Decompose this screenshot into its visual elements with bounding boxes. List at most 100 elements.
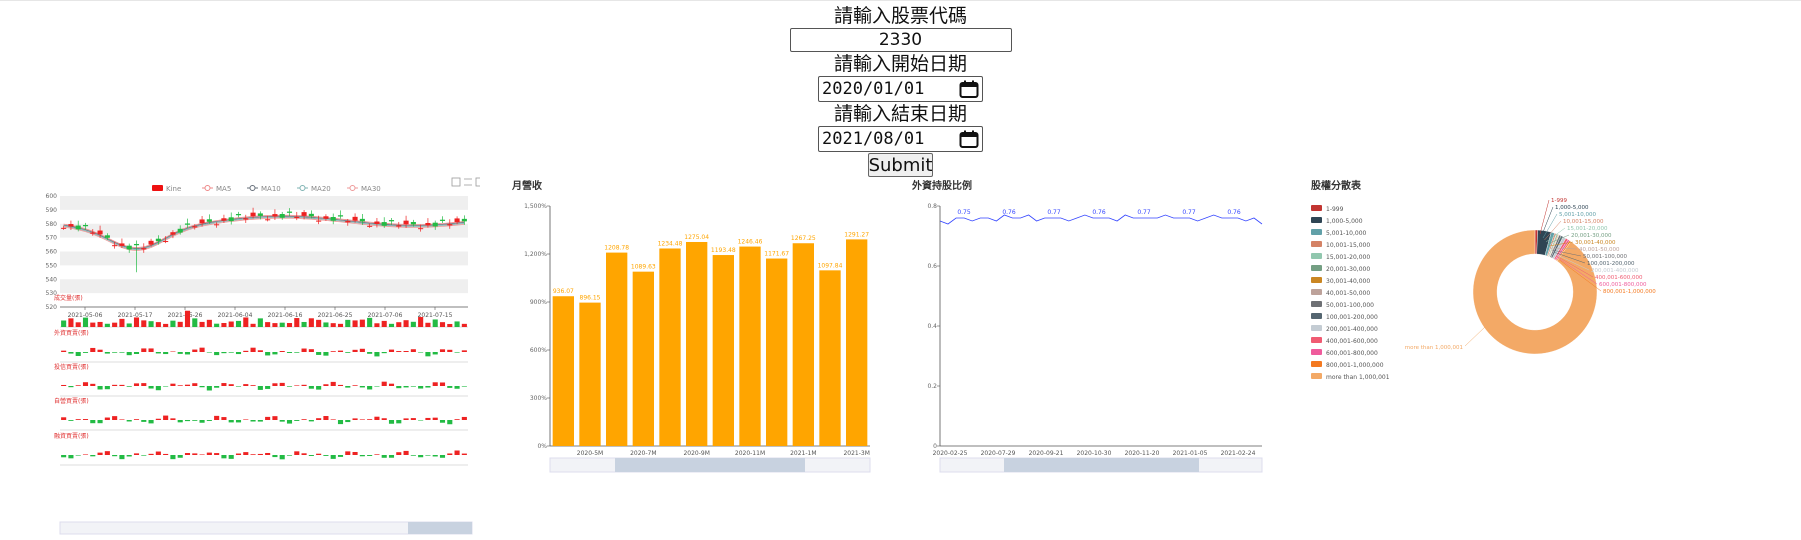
subchart-bar bbox=[68, 455, 73, 458]
restore-icon[interactable] bbox=[476, 178, 480, 186]
candle bbox=[214, 224, 219, 225]
subchart-bar bbox=[192, 350, 197, 352]
candle bbox=[272, 214, 277, 216]
candle bbox=[76, 226, 81, 230]
subchart-bar bbox=[163, 454, 168, 455]
candle bbox=[141, 248, 146, 249]
y-tick-label: 1,200% bbox=[524, 251, 547, 258]
legend-swatch bbox=[1311, 217, 1322, 223]
revenue-bar bbox=[793, 243, 814, 446]
start-date-input[interactable]: 2020/01/01 bbox=[818, 76, 983, 102]
subchart-bar bbox=[331, 323, 336, 327]
subchart-bar bbox=[418, 455, 423, 457]
subchart-bar bbox=[367, 318, 372, 327]
legend-item: MA20 bbox=[311, 185, 331, 193]
candle bbox=[353, 217, 358, 221]
submit-button[interactable]: Submit bbox=[868, 153, 933, 177]
candle bbox=[258, 213, 263, 215]
pie-slice-label: 800,001-1,000,000 bbox=[1603, 289, 1656, 295]
y-tick-label: 0 bbox=[933, 443, 937, 450]
revenue-bar bbox=[686, 242, 707, 446]
subchart-label: 成交量(張) bbox=[54, 294, 83, 302]
y-tick-label: 560 bbox=[46, 249, 58, 256]
subchart-bar bbox=[178, 352, 183, 354]
y-tick-label: 900% bbox=[530, 299, 547, 306]
subchart-bar bbox=[425, 323, 430, 327]
subchart-bar bbox=[287, 420, 292, 424]
subchart-bar bbox=[251, 385, 256, 386]
calendar-icon[interactable] bbox=[959, 130, 979, 148]
subchart-bar bbox=[411, 349, 416, 352]
subchart-bar bbox=[127, 323, 132, 327]
y-tick-label: 600% bbox=[530, 347, 547, 354]
subchart-bar bbox=[156, 419, 161, 420]
calendar-icon[interactable] bbox=[959, 80, 979, 98]
legend-swatch bbox=[250, 186, 255, 191]
end-date-input[interactable]: 2021/08/01 bbox=[818, 126, 983, 152]
subchart-bar bbox=[455, 419, 460, 420]
subchart-bar bbox=[61, 455, 66, 457]
subchart-bar bbox=[280, 420, 285, 422]
stock-code-label: 請輸入股票代碼 bbox=[834, 4, 967, 28]
subchart-bar bbox=[433, 352, 438, 354]
subchart-bar bbox=[207, 320, 212, 327]
subchart-bar bbox=[207, 352, 212, 353]
subchart-bar bbox=[119, 352, 124, 353]
grid-band bbox=[60, 252, 468, 266]
candle bbox=[302, 212, 307, 216]
subchart-bar bbox=[302, 419, 307, 420]
legend-swatch bbox=[1311, 265, 1322, 271]
candle bbox=[447, 224, 452, 225]
subchart-bar bbox=[68, 386, 73, 387]
subchart-bar bbox=[251, 420, 256, 422]
pie-slice-label: 1,000-5,000 bbox=[1555, 205, 1589, 211]
subchart-bar bbox=[302, 349, 307, 352]
subchart-bar bbox=[294, 352, 299, 353]
subchart-bar bbox=[258, 350, 263, 352]
x-tick-label: 2021-1M bbox=[790, 450, 816, 457]
subchart-bar bbox=[280, 323, 285, 327]
x-tick-label: 2021-07-06 bbox=[368, 312, 403, 319]
subchart-bar bbox=[214, 386, 219, 388]
revenue-zoom-handle[interactable] bbox=[615, 458, 805, 472]
revenue-bar bbox=[739, 247, 760, 446]
subchart-bar bbox=[455, 321, 460, 327]
candle bbox=[455, 218, 460, 222]
subchart-bar bbox=[353, 418, 358, 420]
revenue-bar bbox=[606, 253, 627, 446]
subchart-bar bbox=[374, 323, 379, 327]
subchart-bar bbox=[323, 384, 328, 386]
toolbox[interactable] bbox=[452, 178, 480, 186]
candle bbox=[309, 214, 314, 216]
bar-value-label: 1089.63 bbox=[631, 264, 656, 271]
subchart-bar bbox=[447, 453, 452, 455]
stock-code-input[interactable]: 2330 bbox=[790, 28, 1012, 52]
candle bbox=[98, 231, 103, 235]
candle bbox=[338, 215, 343, 216]
zoom-reset-icon[interactable] bbox=[464, 179, 472, 185]
subchart-bar bbox=[105, 451, 110, 455]
kline-zoom-handle[interactable] bbox=[408, 522, 472, 534]
kline-x-axis: 2021-05-062021-05-172021-05-262021-06-04… bbox=[68, 307, 453, 319]
subchart-bar bbox=[425, 352, 430, 356]
legend-item: Kine bbox=[166, 185, 181, 193]
candle bbox=[316, 221, 321, 222]
zoom-icon[interactable] bbox=[452, 178, 460, 186]
subchart-bar bbox=[353, 452, 358, 455]
subchart-bar bbox=[98, 350, 103, 352]
legend-item: 600,001-800,000 bbox=[1326, 350, 1378, 357]
foreign-zoom-handle[interactable] bbox=[1004, 458, 1199, 472]
kline-legend[interactable]: Kine MA5 MA10 MA20 MA30 bbox=[152, 185, 381, 193]
subchart-bar bbox=[309, 386, 314, 389]
legend-item: 50,001-100,000 bbox=[1326, 302, 1374, 309]
subchart-bar bbox=[440, 349, 445, 352]
x-tick-label: 2021-06-25 bbox=[318, 312, 353, 319]
end-date-value: 2021/08/01 bbox=[822, 129, 924, 149]
legend-swatch bbox=[1311, 313, 1322, 319]
subchart-bar bbox=[345, 451, 350, 455]
subchart-bar bbox=[331, 351, 336, 352]
shareholder-title: 股權分散表 bbox=[1311, 177, 1361, 192]
subchart-bar bbox=[367, 352, 372, 354]
revenue-bar bbox=[846, 239, 867, 446]
subchart-bar bbox=[316, 352, 321, 355]
